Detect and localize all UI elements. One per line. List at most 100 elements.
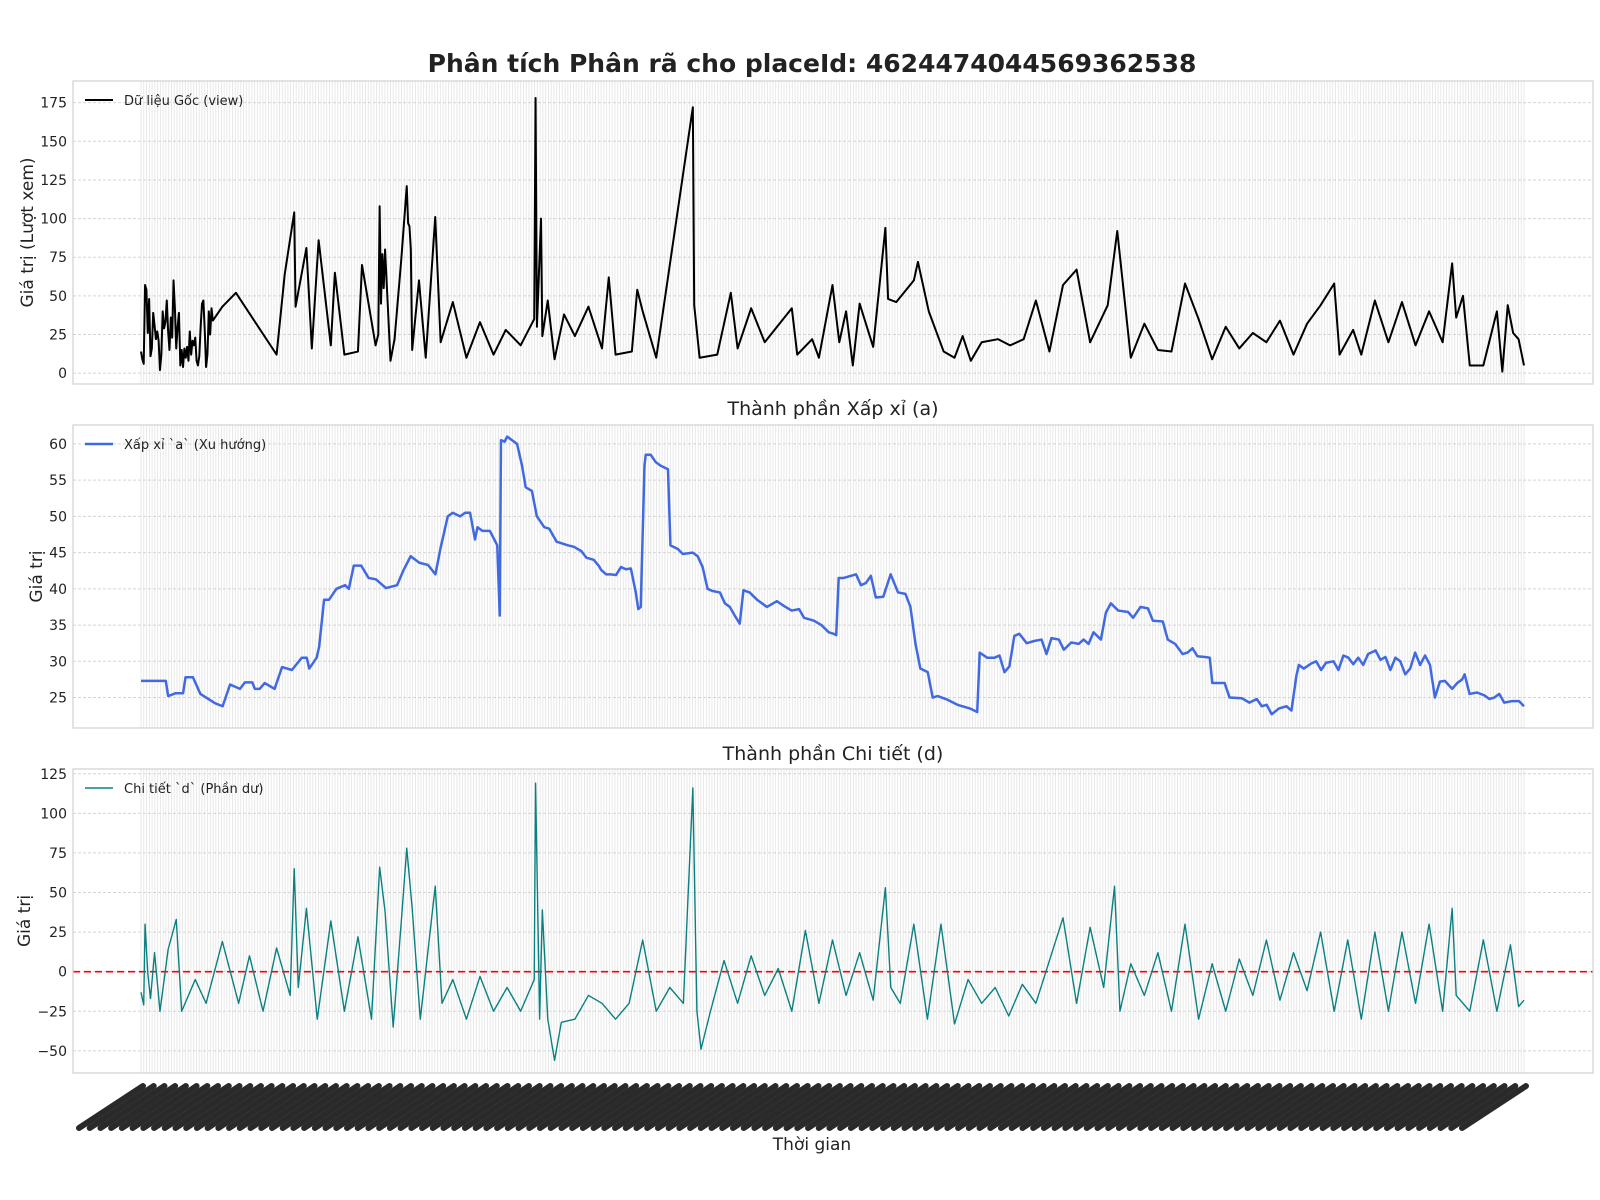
x-tick-label-mark	[1062, 1083, 1133, 1131]
x-tick-label-mark	[1287, 1083, 1358, 1131]
x-tick-label-mark	[719, 1083, 790, 1131]
x-tick-label-mark	[1105, 1083, 1176, 1131]
x-tick-label-mark	[183, 1083, 254, 1131]
legend-label-original: Dữ liệu Gốc (view)	[124, 94, 243, 109]
panel-approx-legend: Xấp xỉ `a` (Xu hướng)	[85, 438, 266, 453]
panel-detail-frame	[72, 768, 1594, 1074]
x-tick-label-mark	[826, 1083, 897, 1131]
x-tick-label-mark	[354, 1083, 425, 1131]
y-tick-label: 0	[58, 366, 67, 382]
x-tick-label-mark	[644, 1083, 715, 1131]
x-tick-label-mark	[1223, 1083, 1294, 1131]
panel-approx-yticks: 25 30 35 40 45 50 55 60	[49, 437, 67, 707]
x-tick-label-mark	[461, 1083, 532, 1131]
x-tick-label-mark	[1148, 1083, 1219, 1131]
panel-original-legend: Dữ liệu Gốc (view)	[85, 94, 243, 109]
x-tick-label-mark	[290, 1083, 361, 1131]
y-tick-label: 50	[49, 509, 67, 525]
x-tick-label-mark	[376, 1083, 447, 1131]
panel-detail-series	[73, 782, 1593, 1062]
x-tick-label-mark	[1137, 1083, 1208, 1131]
x-tick-label-mark	[344, 1083, 415, 1131]
x-tick-label-mark	[97, 1083, 168, 1131]
x-tick-label-mark	[472, 1083, 543, 1131]
x-tick-label-mark	[440, 1083, 511, 1131]
y-tick-label: 35	[49, 618, 67, 634]
x-tick-label-mark	[1341, 1083, 1412, 1131]
x-tick-label-mark	[483, 1083, 554, 1131]
x-tick-label-mark	[236, 1083, 307, 1131]
x-tick-label-mark	[1212, 1083, 1283, 1131]
x-tick-label-mark	[912, 1083, 983, 1131]
x-tick-label-mark	[204, 1083, 275, 1131]
y-tick-label: 50	[49, 289, 67, 305]
x-tick-label-mark	[1051, 1083, 1122, 1131]
y-tick-label: 30	[49, 654, 67, 670]
y-tick-label: 100	[40, 212, 67, 228]
panel-approx-frame	[72, 424, 1594, 729]
x-tick-label-mark	[494, 1083, 565, 1131]
x-tick-label-mark	[279, 1083, 350, 1131]
x-tick-label-mark	[976, 1083, 1047, 1131]
x-tick-label-mark	[1190, 1083, 1261, 1131]
x-tick-label-mark	[987, 1083, 1058, 1131]
x-tick-label-mark	[1459, 1083, 1529, 1131]
x-tick-label-mark	[419, 1083, 490, 1131]
x-tick-label-mark	[322, 1083, 393, 1131]
x-tick-label-mark	[858, 1083, 929, 1131]
panel-approx-title: Thành phần Xấp xỉ (a)	[726, 398, 938, 420]
y-tick-label: 25	[49, 925, 67, 941]
x-tick-label-mark	[955, 1083, 1026, 1131]
x-tick-label-mark	[1158, 1083, 1229, 1131]
x-tick-label-mark	[579, 1083, 650, 1131]
y-tick-label: −50	[37, 1044, 67, 1060]
x-tick-label-mark	[654, 1083, 725, 1131]
x-tick-label-mark	[622, 1083, 693, 1131]
x-tick-label-mark	[998, 1083, 1068, 1131]
x-tick-label-mark	[397, 1083, 468, 1131]
x-tick-label-mark	[633, 1083, 704, 1131]
x-tick-label-mark	[1383, 1083, 1454, 1131]
panel-approx-series	[141, 435, 1525, 716]
x-tick-label-mark	[1394, 1083, 1465, 1131]
panel-original-data: 0 25 50 75 100 125 150 175 Giá trị (Lượt xem) D…	[18, 80, 1594, 385]
x-tick-label-mark	[612, 1083, 683, 1131]
x-tick-label-mark	[1437, 1083, 1508, 1131]
y-tick-label: 125	[40, 173, 67, 189]
y-tick-label: 75	[49, 250, 67, 266]
minor-grid-lines	[140, 81, 1525, 384]
y-tick-label: 40	[49, 582, 67, 598]
x-tick-label-mark	[590, 1083, 661, 1131]
x-tick-label-mark	[1040, 1083, 1111, 1131]
x-tick-label-mark	[1083, 1083, 1154, 1131]
series-line	[140, 97, 1525, 373]
x-axis-label: Thời gian	[772, 1135, 851, 1155]
x-tick-label-mark	[301, 1083, 372, 1131]
y-tick-label: 45	[49, 546, 67, 562]
x-tick-label-mark	[901, 1083, 972, 1131]
x-tick-label-mark	[226, 1083, 297, 1131]
x-tick-label-mark	[1115, 1083, 1186, 1131]
x-tick-label-mark	[311, 1083, 382, 1131]
x-tick-label-mark	[1201, 1083, 1272, 1131]
x-tick-label-mark	[751, 1083, 822, 1131]
x-tick-label-mark	[1030, 1083, 1101, 1131]
x-tick-label-mark	[1362, 1083, 1433, 1131]
x-tick-label-mark	[783, 1083, 854, 1131]
x-tick-label-mark	[1319, 1083, 1390, 1131]
panel-original-minor-grid	[140, 81, 1525, 384]
x-tick-label-mark	[815, 1083, 886, 1131]
x-tick-label-mark	[247, 1083, 318, 1131]
x-tick-label-mark	[965, 1083, 1036, 1131]
x-tick-label-mark	[676, 1083, 747, 1131]
x-tick-label-mark	[665, 1083, 736, 1131]
x-tick-label-mark	[1255, 1083, 1326, 1131]
x-tick-label-mark	[1330, 1083, 1401, 1131]
x-tick-label-mark	[1276, 1083, 1347, 1131]
y-tick-label: 25	[49, 691, 67, 707]
x-tick-label-mark	[547, 1083, 618, 1131]
x-tick-label-mark	[172, 1083, 243, 1131]
x-tick-label-mark	[1180, 1083, 1251, 1131]
x-tick-label-mark	[837, 1083, 908, 1131]
